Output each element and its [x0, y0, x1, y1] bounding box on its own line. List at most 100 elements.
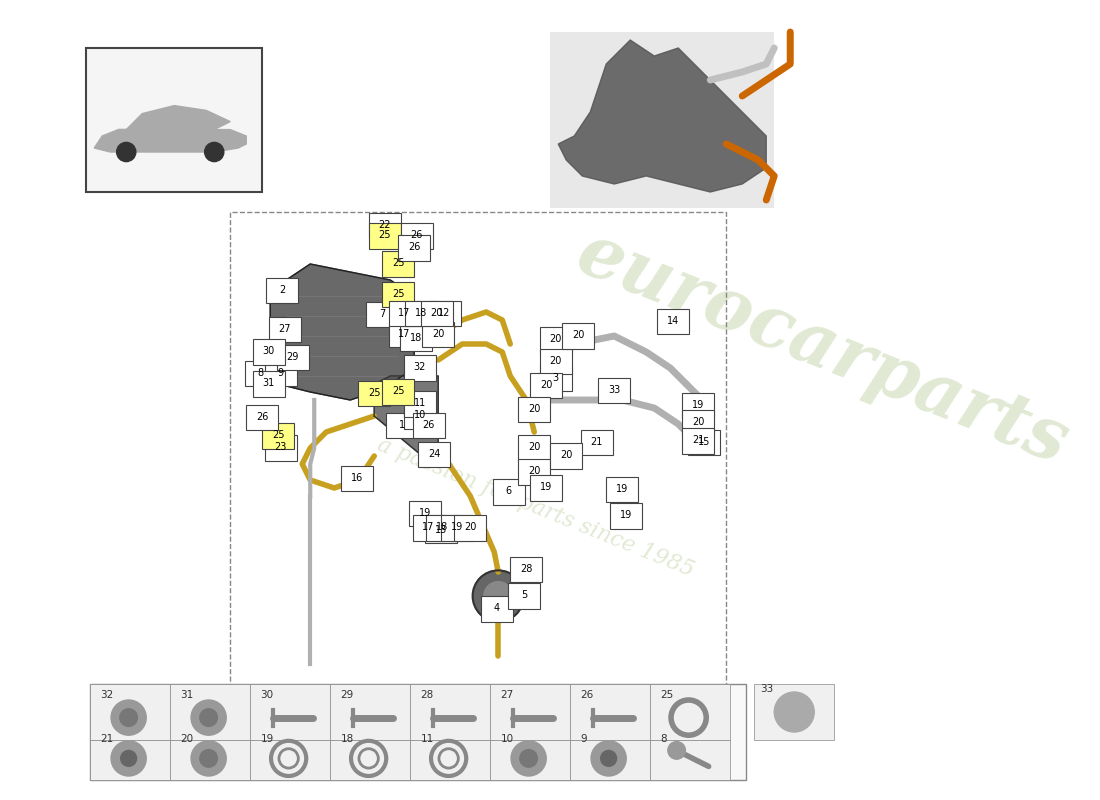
- FancyBboxPatch shape: [266, 278, 298, 303]
- FancyBboxPatch shape: [510, 557, 542, 582]
- FancyBboxPatch shape: [518, 435, 550, 461]
- Text: 21: 21: [100, 734, 114, 744]
- FancyBboxPatch shape: [400, 223, 432, 249]
- Circle shape: [484, 582, 513, 610]
- FancyBboxPatch shape: [425, 518, 456, 543]
- FancyBboxPatch shape: [481, 596, 513, 622]
- Text: 32: 32: [414, 362, 426, 372]
- FancyBboxPatch shape: [90, 684, 746, 780]
- Text: 20: 20: [540, 380, 552, 390]
- FancyBboxPatch shape: [388, 301, 420, 326]
- FancyBboxPatch shape: [244, 361, 276, 386]
- FancyBboxPatch shape: [408, 501, 441, 526]
- Text: 13: 13: [434, 525, 447, 534]
- Bar: [90, 740, 170, 780]
- FancyBboxPatch shape: [606, 477, 638, 502]
- FancyBboxPatch shape: [253, 339, 285, 365]
- Text: 24: 24: [428, 449, 440, 458]
- FancyBboxPatch shape: [368, 223, 400, 249]
- Bar: [330, 684, 410, 740]
- Text: 6: 6: [506, 486, 512, 496]
- Text: 20: 20: [432, 329, 444, 338]
- FancyBboxPatch shape: [422, 322, 454, 347]
- Text: 26: 26: [410, 230, 422, 240]
- FancyBboxPatch shape: [610, 503, 642, 529]
- FancyBboxPatch shape: [276, 345, 309, 370]
- Text: 32: 32: [100, 690, 114, 699]
- FancyBboxPatch shape: [368, 213, 400, 238]
- FancyBboxPatch shape: [657, 309, 689, 334]
- FancyBboxPatch shape: [399, 326, 432, 351]
- Circle shape: [120, 709, 138, 726]
- Text: 20: 20: [430, 308, 443, 318]
- Text: 4: 4: [494, 603, 499, 613]
- Text: 25: 25: [392, 289, 405, 298]
- Circle shape: [191, 700, 227, 735]
- Circle shape: [200, 750, 218, 767]
- FancyBboxPatch shape: [262, 423, 294, 449]
- FancyBboxPatch shape: [388, 322, 420, 347]
- Text: a passion for parts since 1985: a passion for parts since 1985: [374, 434, 697, 581]
- FancyBboxPatch shape: [441, 515, 473, 541]
- FancyBboxPatch shape: [265, 361, 297, 386]
- Text: 30: 30: [261, 690, 274, 699]
- FancyBboxPatch shape: [429, 301, 461, 326]
- Text: 17: 17: [398, 308, 410, 318]
- FancyBboxPatch shape: [493, 479, 525, 505]
- FancyBboxPatch shape: [398, 235, 430, 261]
- FancyBboxPatch shape: [688, 430, 719, 455]
- Text: 33: 33: [760, 684, 773, 694]
- FancyBboxPatch shape: [412, 413, 444, 438]
- Bar: [90, 684, 170, 740]
- Polygon shape: [558, 40, 767, 192]
- Text: 33: 33: [608, 385, 620, 394]
- Circle shape: [601, 750, 617, 766]
- Circle shape: [512, 741, 547, 776]
- Text: 20: 20: [550, 356, 562, 366]
- FancyBboxPatch shape: [404, 391, 436, 417]
- Circle shape: [191, 741, 227, 776]
- Text: 29: 29: [341, 690, 354, 699]
- Text: 3: 3: [553, 373, 559, 382]
- Text: 31: 31: [180, 690, 194, 699]
- Bar: [250, 684, 330, 740]
- FancyBboxPatch shape: [246, 405, 278, 430]
- Text: 25: 25: [392, 386, 405, 396]
- Bar: [170, 740, 250, 780]
- Circle shape: [668, 742, 685, 759]
- Text: 16: 16: [351, 473, 363, 482]
- FancyBboxPatch shape: [682, 428, 714, 454]
- Text: 8: 8: [661, 734, 668, 744]
- FancyBboxPatch shape: [530, 373, 562, 398]
- Text: 19: 19: [451, 522, 463, 532]
- FancyBboxPatch shape: [540, 349, 572, 374]
- FancyBboxPatch shape: [508, 583, 540, 609]
- FancyBboxPatch shape: [265, 435, 297, 461]
- FancyBboxPatch shape: [581, 430, 613, 455]
- FancyBboxPatch shape: [359, 381, 390, 406]
- Text: 23: 23: [274, 442, 287, 452]
- Text: 31: 31: [263, 378, 275, 388]
- Text: 8: 8: [257, 368, 264, 378]
- Circle shape: [520, 750, 538, 767]
- Polygon shape: [374, 376, 438, 456]
- Text: 14: 14: [667, 316, 679, 326]
- Text: 19: 19: [261, 734, 274, 744]
- FancyBboxPatch shape: [86, 48, 262, 192]
- Text: 28: 28: [420, 690, 433, 699]
- Polygon shape: [95, 130, 246, 152]
- FancyBboxPatch shape: [530, 475, 562, 501]
- Text: 12: 12: [439, 308, 451, 318]
- Bar: [491, 684, 570, 740]
- FancyBboxPatch shape: [412, 515, 444, 541]
- Text: 18: 18: [409, 333, 422, 342]
- Circle shape: [200, 709, 218, 726]
- FancyBboxPatch shape: [540, 366, 572, 391]
- FancyBboxPatch shape: [386, 413, 418, 438]
- FancyBboxPatch shape: [268, 317, 300, 342]
- Bar: [170, 684, 250, 740]
- Text: 9: 9: [277, 368, 284, 378]
- FancyBboxPatch shape: [426, 515, 459, 541]
- Text: 20: 20: [692, 418, 704, 427]
- FancyBboxPatch shape: [540, 327, 572, 353]
